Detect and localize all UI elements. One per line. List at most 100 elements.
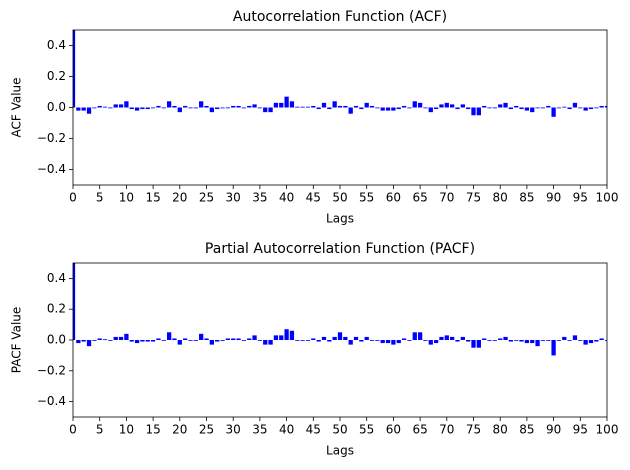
bar [343, 105, 348, 108]
bar [284, 96, 289, 108]
bar [423, 340, 428, 341]
bar [348, 340, 353, 345]
bar [503, 102, 508, 108]
bar [86, 107, 92, 114]
bar [369, 340, 375, 341]
bar [535, 107, 540, 109]
bar [343, 336, 348, 340]
bar [279, 335, 284, 340]
bar [401, 105, 407, 108]
bar [433, 107, 439, 110]
bar [129, 340, 134, 342]
bar [305, 340, 311, 341]
bar [73, 30, 76, 108]
bar [273, 102, 279, 108]
bar [588, 340, 594, 344]
bar [455, 107, 460, 110]
x-tick-label: 85 [519, 191, 534, 205]
bar [498, 338, 503, 340]
bar [327, 107, 332, 110]
bar [193, 340, 198, 341]
x-tick-label: 90 [546, 423, 561, 437]
bar [407, 340, 412, 341]
bar [583, 340, 588, 345]
bar [594, 107, 599, 109]
bar [257, 107, 263, 109]
bar [225, 338, 230, 340]
bar [124, 101, 129, 108]
y-tick-label: 0.2 [47, 302, 66, 316]
bar [76, 107, 81, 111]
bar [295, 340, 300, 341]
bar [150, 340, 156, 342]
bar [209, 107, 214, 113]
bar [551, 107, 556, 117]
bar [476, 340, 481, 348]
bar [289, 101, 295, 108]
x-tick-label: 55 [359, 191, 374, 205]
bar [166, 101, 172, 108]
bar [209, 340, 214, 345]
y-axis-label: ACF Value [10, 77, 24, 137]
x-tick-label: 80 [493, 191, 508, 205]
bar [594, 340, 599, 342]
chart-title: Autocorrelation Function (ACF) [233, 9, 447, 25]
bar [236, 105, 241, 108]
x-tick-label: 10 [119, 423, 134, 437]
bar [204, 105, 209, 108]
bar [540, 107, 546, 109]
x-tick-label: 60 [386, 191, 401, 205]
x-tick-label: 75 [466, 423, 481, 437]
y-tick-label: 0.4 [47, 271, 66, 285]
bar [156, 105, 161, 108]
bar [359, 107, 364, 110]
bar [417, 102, 423, 108]
x-tick-label: 20 [172, 423, 187, 437]
bar [514, 105, 519, 108]
bar [145, 107, 150, 110]
y-tick-label: −0.2 [37, 363, 66, 377]
bar [231, 338, 236, 340]
bar [364, 102, 369, 108]
bar [588, 107, 594, 110]
bar [81, 340, 86, 342]
bar [466, 107, 471, 110]
x-tick-label: 30 [226, 191, 241, 205]
bar [524, 340, 530, 344]
bar [423, 107, 428, 109]
bar [599, 105, 604, 108]
bar [332, 336, 337, 340]
bar [380, 107, 385, 111]
x-tick-label: 25 [199, 191, 214, 205]
bar [385, 340, 391, 344]
bar [252, 104, 257, 108]
bar [519, 340, 524, 342]
bar [599, 338, 604, 340]
bar [572, 102, 578, 108]
bar [530, 340, 535, 344]
bar [220, 107, 225, 109]
bar [439, 104, 444, 108]
y-tick-label: −0.2 [37, 131, 66, 145]
bar [391, 340, 396, 345]
x-tick-label: 0 [69, 423, 77, 437]
bar [428, 340, 433, 345]
bar [498, 104, 503, 108]
bar [450, 336, 455, 340]
bar [199, 101, 204, 108]
x-tick-label: 0 [69, 191, 77, 205]
bar [97, 338, 102, 340]
x-tick-label: 55 [359, 423, 374, 437]
bar [279, 102, 284, 108]
bar [257, 340, 263, 341]
bar [145, 340, 150, 342]
bar [487, 107, 492, 109]
bar [530, 107, 535, 113]
bar [562, 106, 567, 108]
bar [311, 105, 316, 108]
bar [524, 107, 530, 111]
bar [327, 340, 332, 342]
plot-area [73, 30, 607, 117]
bar [348, 107, 353, 114]
bar [305, 106, 311, 108]
